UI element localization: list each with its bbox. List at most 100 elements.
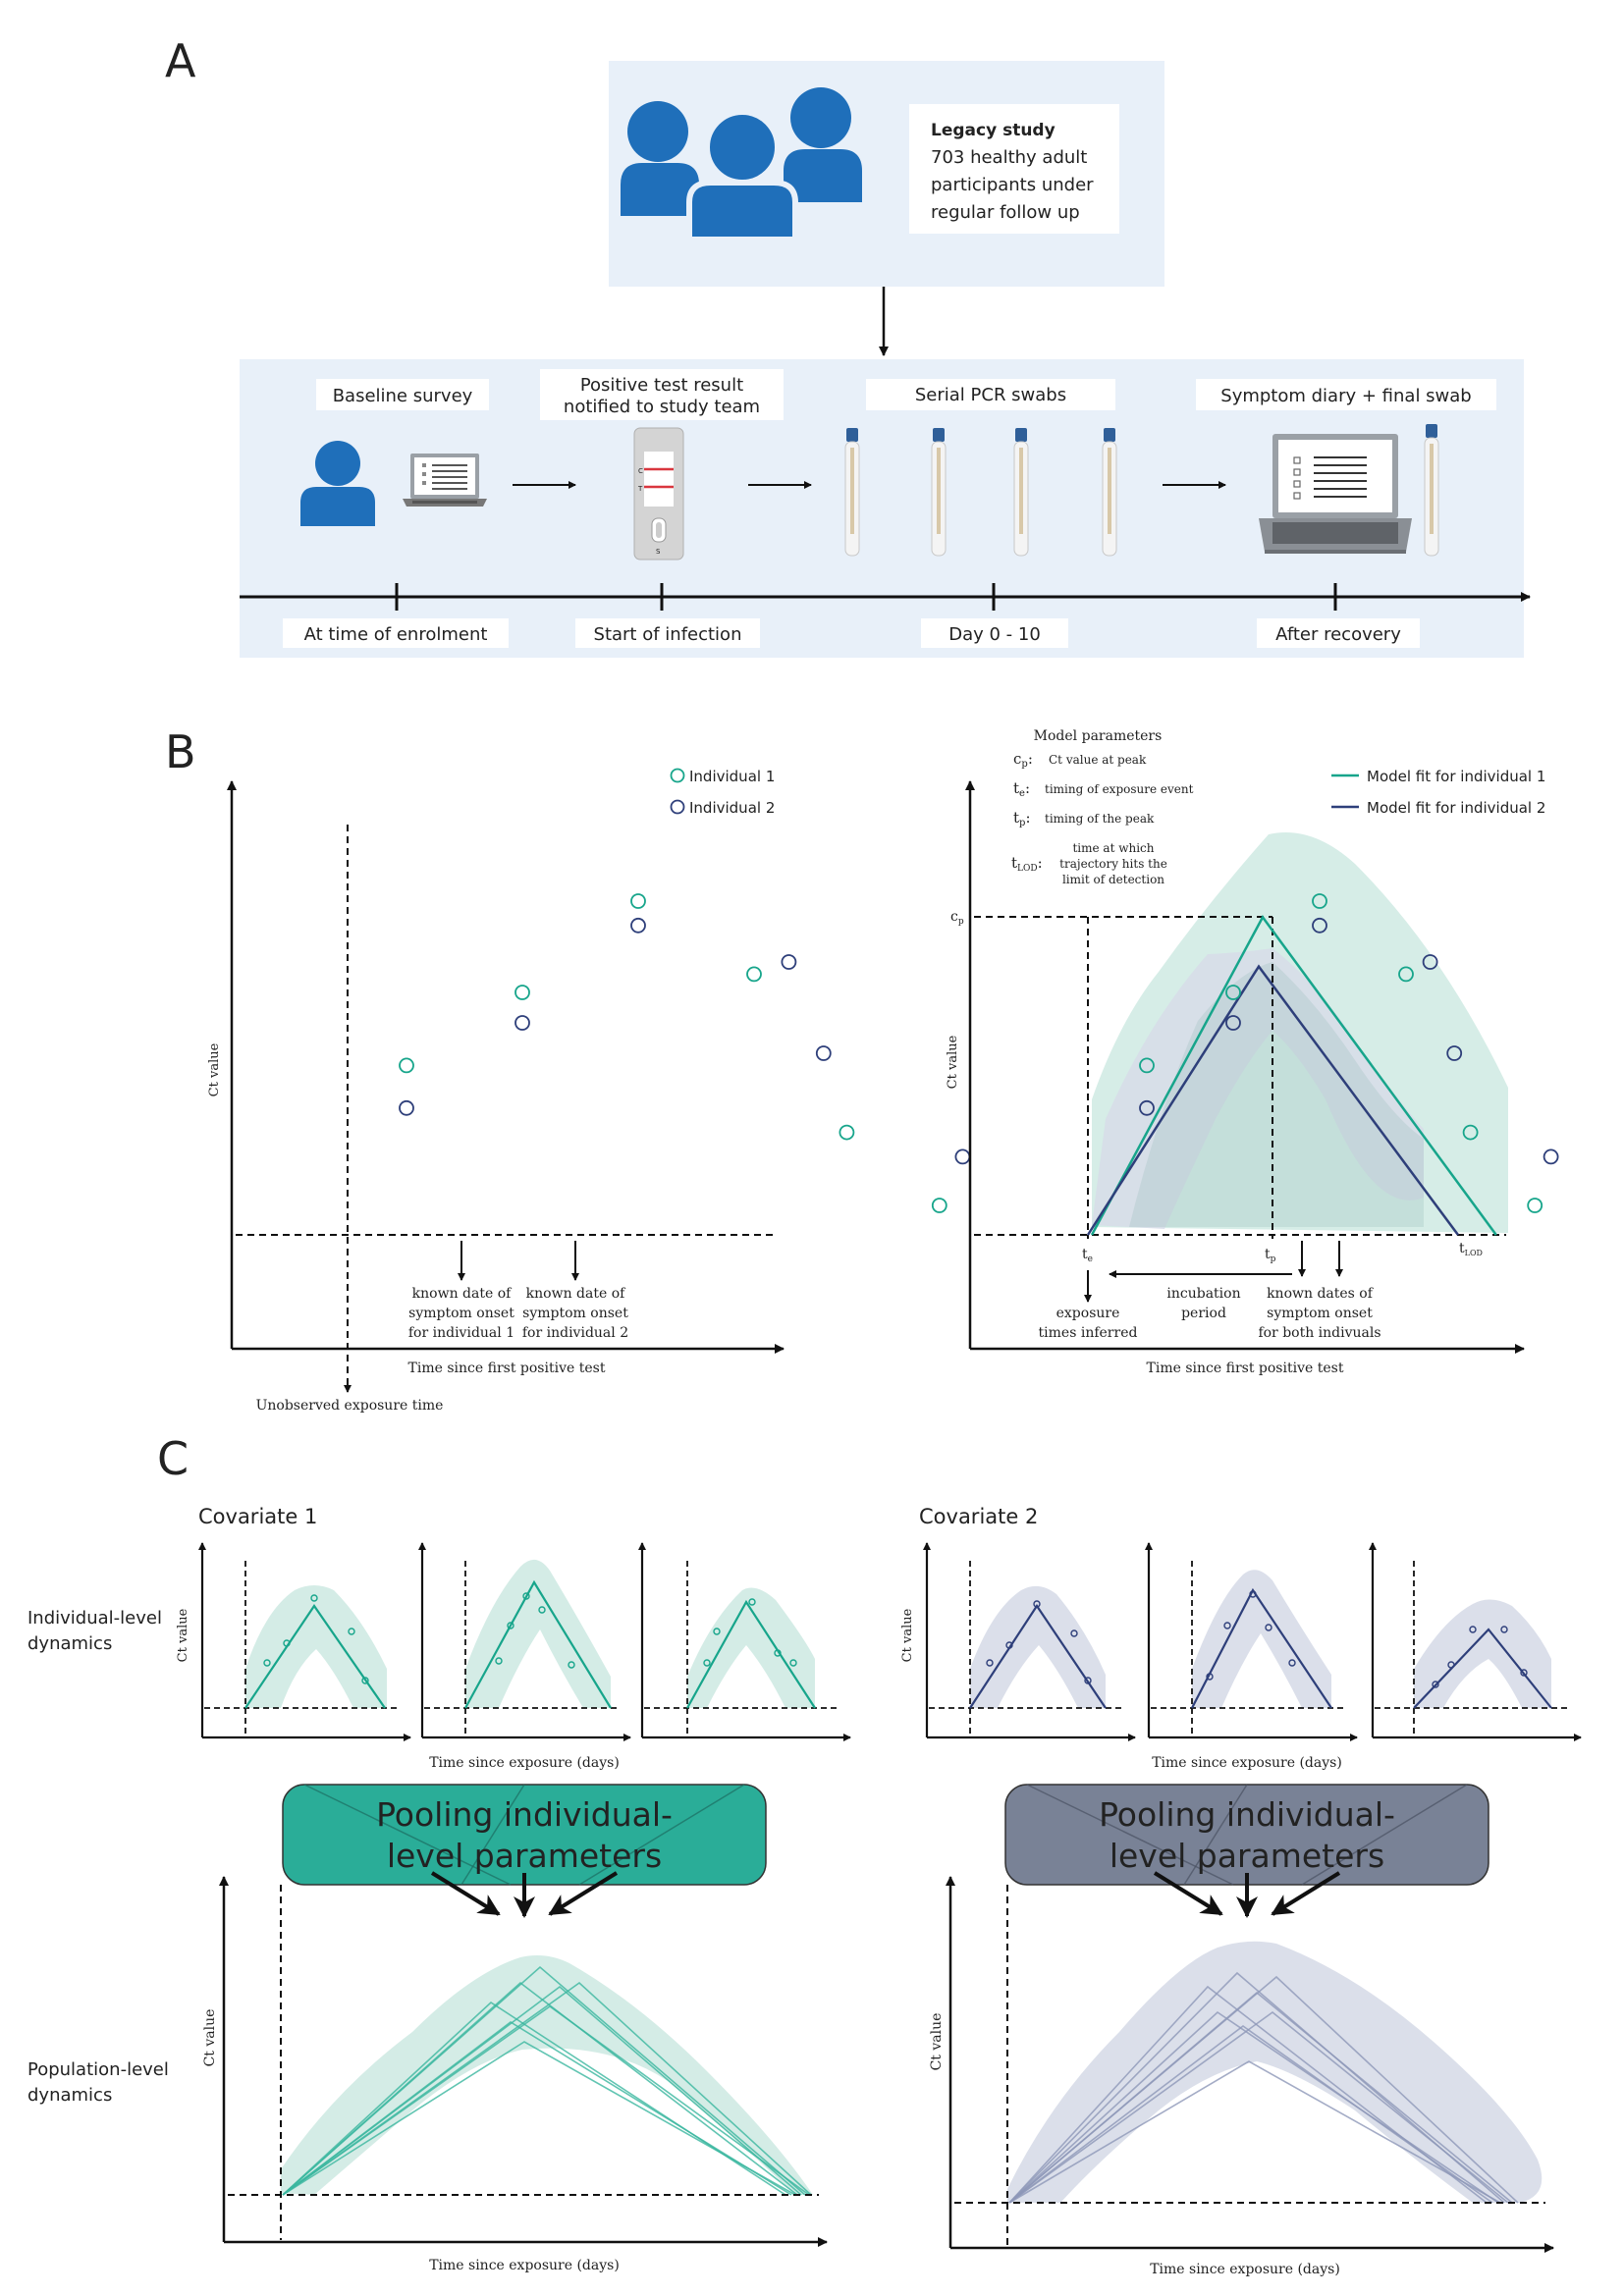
param-tlod-desc-1: time at which	[1072, 841, 1154, 855]
b-left-point-2	[399, 1099, 414, 1116]
small-point	[1070, 1629, 1078, 1637]
pcr-swab-icon	[1013, 428, 1029, 557]
param-tp-sym: tp:	[1013, 809, 1031, 828]
legacy-study-box: Legacy study 703 healthy adult participa…	[609, 61, 1164, 287]
small-chart-5	[1145, 1542, 1358, 1741]
exposure-inferred-1: exposure	[1056, 1306, 1120, 1321]
timeline-start-infection: Start of infection	[594, 624, 742, 645]
b-right-legend-1: Model fit for individual 1	[1367, 768, 1545, 785]
small-point	[1520, 1669, 1528, 1677]
small-chart-1	[198, 1542, 411, 1741]
b-left-point-2	[954, 1148, 971, 1165]
big-xlabel-left: Time since exposure (days)	[429, 2258, 620, 2273]
small-fit-line	[1413, 1628, 1552, 1709]
test-letter-s: S	[656, 548, 661, 556]
row1-label-1: Individual-level	[27, 1608, 162, 1629]
b-right-point-2	[1543, 1148, 1559, 1165]
b-left-points	[399, 893, 971, 1213]
small-point	[263, 1659, 271, 1667]
big-fit-line	[1008, 1975, 1519, 2204]
covariate-1-label: Covariate 1	[198, 1505, 317, 1528]
swab-stick	[937, 448, 941, 534]
pool-left-line-2: level parameters	[387, 1837, 662, 1875]
step-symptom-diary: Symptom diary + final swab	[1220, 386, 1471, 406]
b-left-onset2-3: for individual 2	[522, 1325, 628, 1341]
b-left-legend-1: Individual 1	[689, 768, 775, 785]
b-left-onset2-1: known date of	[526, 1286, 626, 1302]
small-chart-3	[638, 1542, 851, 1741]
pooling-arrows-right	[1153, 1871, 1341, 1918]
fit-line-2	[1086, 964, 1460, 1236]
exposure-inferred-2: times inferred	[1039, 1325, 1138, 1341]
swab-stick	[1108, 448, 1111, 534]
swab-cap	[1015, 428, 1027, 442]
step-serial-pcr: Serial PCR swabs	[915, 385, 1066, 405]
laptop-icon	[403, 454, 487, 507]
chart-b-left: Ct value Time since first positive test …	[207, 768, 971, 1414]
panel-label-a: A	[165, 34, 196, 87]
big-fit-line	[1008, 2060, 1501, 2204]
population-level-charts	[219, 1876, 1554, 2253]
row2-label-2: dynamics	[27, 2085, 112, 2106]
b-left-point-1	[839, 1124, 855, 1141]
small-fit-line	[244, 1604, 386, 1709]
b-right-point-2	[1225, 1015, 1241, 1031]
final-swab-icon	[1424, 424, 1439, 557]
big-laptop-icon	[1259, 434, 1412, 554]
big-fit-line	[282, 2041, 796, 2196]
small-point	[1469, 1626, 1477, 1633]
small-point	[748, 1598, 756, 1606]
person-icon	[300, 441, 375, 526]
step-baseline-survey: Baseline survey	[333, 386, 473, 406]
legacy-study-line-1: 703 healthy adult	[931, 147, 1087, 168]
small-point	[986, 1659, 994, 1667]
param-tlod-desc-2: trajectory hits the	[1059, 857, 1167, 871]
panel-label-b: B	[165, 725, 196, 778]
small-fit-line	[969, 1604, 1107, 1709]
small-point	[348, 1628, 355, 1635]
small-band	[465, 1559, 611, 1708]
small-point	[1432, 1681, 1439, 1688]
b-left-xlabel: Time since first positive test	[408, 1361, 606, 1376]
test-letter-t: T	[637, 485, 643, 493]
step-positive-test-2: notified to study team	[564, 397, 760, 417]
param-te-sym: te:	[1013, 779, 1030, 799]
small-fit-line	[1191, 1587, 1332, 1709]
b-left-onset1-3: for individual 1	[408, 1325, 514, 1341]
small-band	[687, 1587, 815, 1708]
small-point	[495, 1657, 503, 1665]
b-left-point-1	[931, 1198, 947, 1213]
small-fit-line	[464, 1579, 612, 1709]
pcr-swab-icon	[931, 428, 947, 557]
known-dates-3: for both indivuals	[1258, 1325, 1380, 1341]
b-right-legend-2: Model fit for individual 2	[1367, 799, 1545, 817]
b-right-ylabel: Ct value	[946, 1035, 960, 1089]
small-ylabel: Ct value	[176, 1608, 190, 1662]
timeline-after-recovery: After recovery	[1275, 624, 1401, 645]
legacy-study-title: Legacy study	[931, 121, 1056, 140]
study-timeline-box: Baseline survey Positive test result not…	[240, 359, 1531, 658]
small-point	[789, 1659, 797, 1667]
big-fit-line	[282, 1981, 812, 2196]
big-fit-line	[282, 2021, 792, 2196]
b-left-point-1	[399, 1057, 414, 1074]
b-left-legend-marker-2	[670, 799, 685, 815]
incubation-1: incubation	[1166, 1286, 1240, 1302]
big-chart-right	[946, 1876, 1554, 2253]
small-point	[568, 1661, 575, 1669]
individual-level-charts: Ct value Ct value	[176, 1542, 1582, 1741]
big-ylabel-right: Ct value	[929, 2013, 945, 2071]
pcr-swab-icon	[844, 428, 860, 557]
small-point	[774, 1649, 782, 1657]
param-cp-desc: Ct value at peak	[1049, 753, 1147, 767]
panel-label-c: C	[157, 1432, 189, 1485]
b-right-point-2	[1422, 954, 1438, 970]
timeline-enrolment: At time of enrolment	[304, 624, 488, 645]
legacy-study-line-2: participants under	[931, 175, 1094, 195]
small-point	[703, 1659, 711, 1667]
small-point	[1206, 1673, 1214, 1681]
b-right-point-2	[1446, 1045, 1463, 1061]
known-dates-2: symptom onset	[1267, 1306, 1373, 1321]
small-band	[1192, 1570, 1331, 1708]
